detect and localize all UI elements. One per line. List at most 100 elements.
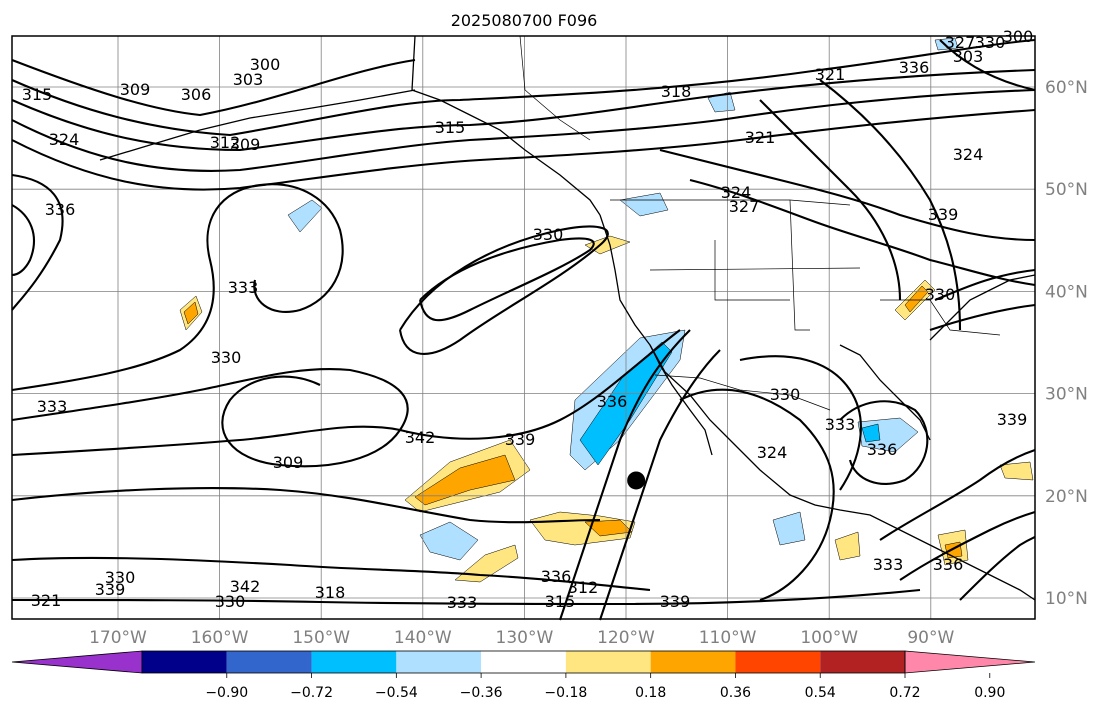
- theta-contour: [929, 303, 1036, 331]
- colorbar-tick-label: −0.54: [375, 685, 418, 701]
- colorbar-frame: [141, 650, 906, 674]
- contour-label: 321: [31, 591, 62, 610]
- contour-label: 324: [757, 443, 788, 462]
- contour-label: 333: [825, 415, 856, 434]
- light-blue-region: [619, 192, 669, 217]
- colorbar-extend-max: [904, 650, 1036, 674]
- colorbar-tick-label: 0.54: [805, 685, 836, 701]
- east-coast: [929, 274, 1036, 341]
- contour-label: 309: [273, 453, 304, 472]
- province-border: [519, 35, 591, 141]
- lon-tick-label: 100°W: [800, 628, 858, 648]
- lat-tick-label: 20°N: [1045, 487, 1088, 507]
- contour-label: 318: [661, 82, 692, 101]
- state-border: [649, 267, 861, 271]
- lon-tick-label: 170°W: [89, 628, 147, 648]
- longitude-axis: 170°W 160°W 150°W 140°W 130°W 120°W 110°W 100°W…: [89, 628, 954, 648]
- contour-label: 306: [181, 85, 212, 104]
- contour-label: 336: [541, 567, 572, 586]
- theta-contour: [939, 39, 1036, 92]
- colorbar-swatch: [820, 651, 905, 673]
- lon-tick-label: 110°W: [699, 628, 757, 648]
- yellow-region: [454, 544, 519, 583]
- theta-contour: [739, 355, 862, 491]
- contour-label: 321: [815, 65, 846, 84]
- theta-contour: [11, 487, 601, 524]
- colorbar-extend-min: [11, 650, 143, 674]
- contour-label: 324: [721, 183, 752, 202]
- contour-label: 330: [211, 348, 242, 367]
- us-mexico-border: [654, 374, 831, 411]
- storm-center-marker: [627, 471, 646, 490]
- colorbar-swatch: [481, 651, 566, 673]
- theta-contour: [659, 148, 1036, 242]
- lat-tick-label: 10°N: [1045, 589, 1088, 609]
- baja-coast: [649, 344, 713, 456]
- colorbar-tick-label: −0.36: [460, 685, 503, 701]
- contour-label: 336: [933, 555, 964, 574]
- theta-contour: [11, 588, 921, 606]
- lon-tick-label: 90°W: [907, 628, 954, 648]
- theta-contour: [11, 173, 64, 311]
- colorbar-tick-label: −0.18: [544, 685, 587, 701]
- theta-contour: [559, 329, 691, 621]
- contour-label: 315: [545, 592, 576, 611]
- theta-contour: [11, 329, 681, 457]
- theta-contour: [11, 108, 1036, 191]
- contour-label: 339: [505, 430, 536, 449]
- contour-label: 318: [315, 583, 346, 602]
- theta-contour: [11, 183, 344, 392]
- yellow-region: [834, 531, 861, 561]
- contour-label: 339: [928, 205, 959, 224]
- contour-label: 309: [230, 135, 261, 154]
- state-border: [880, 299, 1001, 336]
- contour-label: 321: [745, 128, 776, 147]
- contour-label: 324: [953, 145, 984, 164]
- contour-label: 333: [447, 593, 478, 612]
- theta-contour: [11, 68, 1036, 152]
- aleutian-coast: [99, 89, 416, 161]
- contour-label: 342: [230, 577, 261, 596]
- lon-tick-label: 130°W: [496, 628, 554, 648]
- contour-label: 336: [899, 58, 930, 77]
- coastlines: [99, 35, 1036, 601]
- orange-region: [414, 454, 516, 506]
- contour-label: 330: [533, 225, 564, 244]
- theta-contour: [11, 367, 409, 468]
- contour-label: 312: [568, 578, 599, 597]
- contour-label: 312: [210, 133, 241, 152]
- colorbar-tick-label: −0.90: [205, 685, 248, 701]
- contour-label: 303: [953, 47, 984, 66]
- contour-label: 324: [49, 130, 80, 149]
- colorbar-swatch: [142, 651, 227, 673]
- contour-label: 330: [975, 33, 1006, 52]
- theta-contour: [839, 400, 929, 485]
- contour-label: 300: [250, 55, 281, 74]
- contour-label: 315: [435, 118, 466, 137]
- theta-contour: [679, 388, 835, 601]
- theta-contour: [879, 449, 1036, 541]
- map-frame: [11, 35, 1036, 620]
- latitude-axis: 60°N 50°N 40°N 30°N 20°N 10°N: [1045, 78, 1088, 609]
- contour-label: 309: [120, 80, 151, 99]
- theta-contours: [11, 38, 1036, 621]
- blue-region: [861, 423, 881, 443]
- central-america-coast: [959, 559, 1036, 601]
- contour-label: 333: [37, 397, 68, 416]
- contour-label: 339: [95, 580, 126, 599]
- contour-label: 342: [405, 428, 436, 447]
- contour-label: 336: [45, 200, 76, 219]
- contour-label: 327: [945, 33, 976, 52]
- lat-tick-label: 60°N: [1045, 78, 1088, 98]
- gulf-coast: [839, 344, 931, 441]
- theta-contour: [11, 88, 1036, 172]
- colorbar-tick-label: 0.36: [720, 685, 751, 701]
- contour-label: 330: [925, 285, 956, 304]
- lat-tick-label: 50°N: [1045, 180, 1088, 200]
- lat-tick-label: 40°N: [1045, 282, 1088, 302]
- alaska-coast: [411, 35, 601, 216]
- theta-contour: [11, 556, 651, 592]
- state-border: [714, 240, 790, 301]
